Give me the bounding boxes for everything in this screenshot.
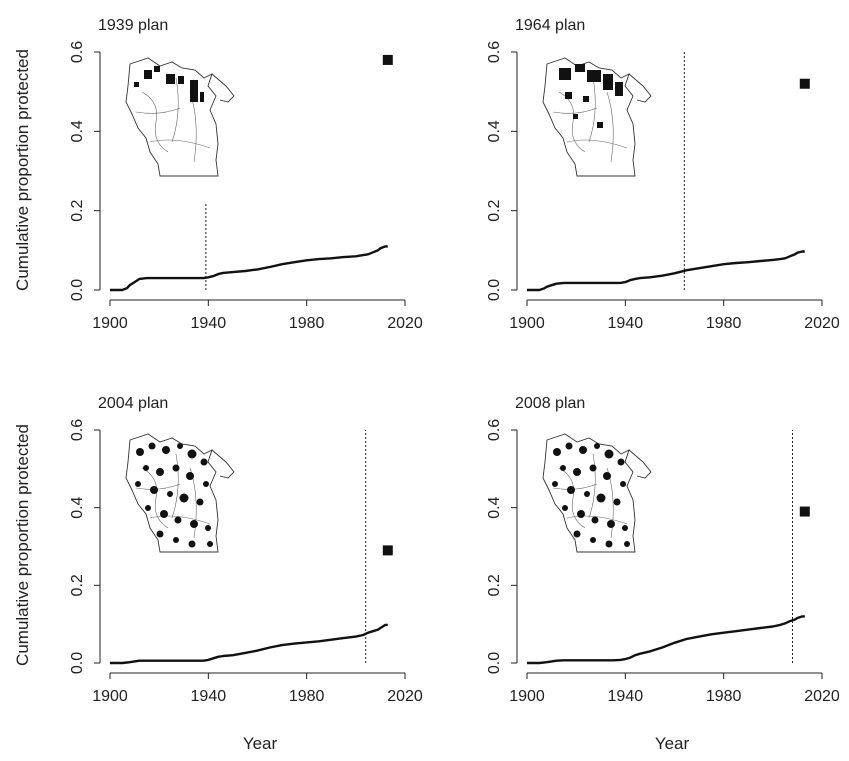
y-tick-label: 0.4	[486, 120, 503, 142]
x-tick-label: 1980	[289, 688, 325, 705]
shared-y-axis-label-bottom: Cumulative proportion protected	[13, 424, 32, 666]
panel-title: 2004 plan	[98, 395, 168, 412]
x-tick-label: 1900	[92, 688, 128, 705]
y-axis: 0.0 0.2 0.4 0.6	[69, 41, 101, 301]
panel-3: 2004 plan 1900 1940 1980 2020 0.0 0.2 0.4 0.6	[69, 395, 423, 705]
cumulative-protection-line	[527, 615, 805, 665]
plan-target-point	[799, 506, 810, 517]
y-tick-label: 0.4	[486, 496, 503, 518]
plan-target-point	[382, 54, 393, 65]
x-tick-label: 1940	[608, 688, 644, 705]
y-tick-label: 0.4	[69, 120, 86, 142]
x-tick-label: 1900	[92, 315, 128, 332]
wisconsin-map	[542, 433, 652, 553]
x-axis: 1900 1940 1980 2020	[92, 299, 423, 332]
panel-title: 2008 plan	[515, 395, 585, 412]
x-tick-label: 2020	[804, 315, 840, 332]
cumulative-protection-line	[110, 245, 388, 292]
x-axis: 1900 1940 1980 2020	[509, 672, 840, 705]
y-tick-label: 0.6	[69, 41, 86, 63]
panel-4: 2008 plan 1900 1940 1980 2020 0.0 0.2 0.4 0.6	[486, 395, 840, 705]
y-tick-label: 0.6	[486, 41, 503, 63]
x-tick-label: 1980	[706, 315, 742, 332]
wisconsin-map	[542, 57, 652, 177]
shared-y-axis-label-top: Cumulative proportion protected	[13, 49, 32, 291]
x-tick-label: 1980	[706, 688, 742, 705]
y-axis: 0.0 0.2 0.4 0.6	[486, 41, 518, 301]
y-tick-label: 0.0	[486, 652, 503, 674]
x-tick-label: 1940	[608, 315, 644, 332]
y-tick-label: 0.4	[69, 496, 86, 518]
x-tick-label: 1980	[289, 315, 325, 332]
plan-target-point	[382, 545, 393, 556]
y-tick-label: 0.0	[486, 279, 503, 301]
y-axis: 0.0 0.2 0.4 0.6	[69, 419, 101, 674]
panel-2: 1964 plan 1900 1940 1980 2020 0.0 0.2 0.4 0.6	[486, 17, 840, 332]
x-tick-label: 2020	[804, 688, 840, 705]
cumulative-protection-line	[110, 623, 388, 665]
x-tick-label: 1900	[509, 315, 545, 332]
y-tick-label: 0.6	[486, 419, 503, 441]
x-axis: 1900 1940 1980 2020	[92, 672, 423, 705]
shared-x-axis-label-left: Year	[243, 734, 278, 753]
panel-1: 1939 plan 1900 1940 1980 2020 0.0 0.2 0.4 0.6	[69, 17, 423, 332]
x-axis: 1900 1940 1980 2020	[509, 299, 840, 332]
wisconsin-map	[125, 57, 235, 177]
y-tick-label: 0.0	[69, 279, 86, 301]
y-tick-label: 0.2	[69, 574, 86, 596]
x-tick-label: 2020	[387, 688, 423, 705]
y-tick-label: 0.0	[69, 652, 86, 674]
shared-x-axis-label-right: Year	[655, 734, 690, 753]
x-tick-label: 1940	[191, 315, 227, 332]
x-tick-label: 1900	[509, 688, 545, 705]
plan-target-point	[799, 78, 810, 89]
y-tick-label: 0.6	[69, 419, 86, 441]
panel-title: 1964 plan	[515, 17, 585, 34]
y-tick-label: 0.2	[486, 199, 503, 221]
y-tick-label: 0.2	[69, 199, 86, 221]
y-axis: 0.0 0.2 0.4 0.6	[486, 419, 518, 674]
cumulative-protection-line	[527, 250, 805, 292]
wisconsin-map	[125, 433, 235, 553]
y-tick-label: 0.2	[486, 574, 503, 596]
x-tick-label: 1940	[191, 688, 227, 705]
x-tick-label: 2020	[387, 315, 423, 332]
panel-title: 1939 plan	[98, 17, 168, 34]
